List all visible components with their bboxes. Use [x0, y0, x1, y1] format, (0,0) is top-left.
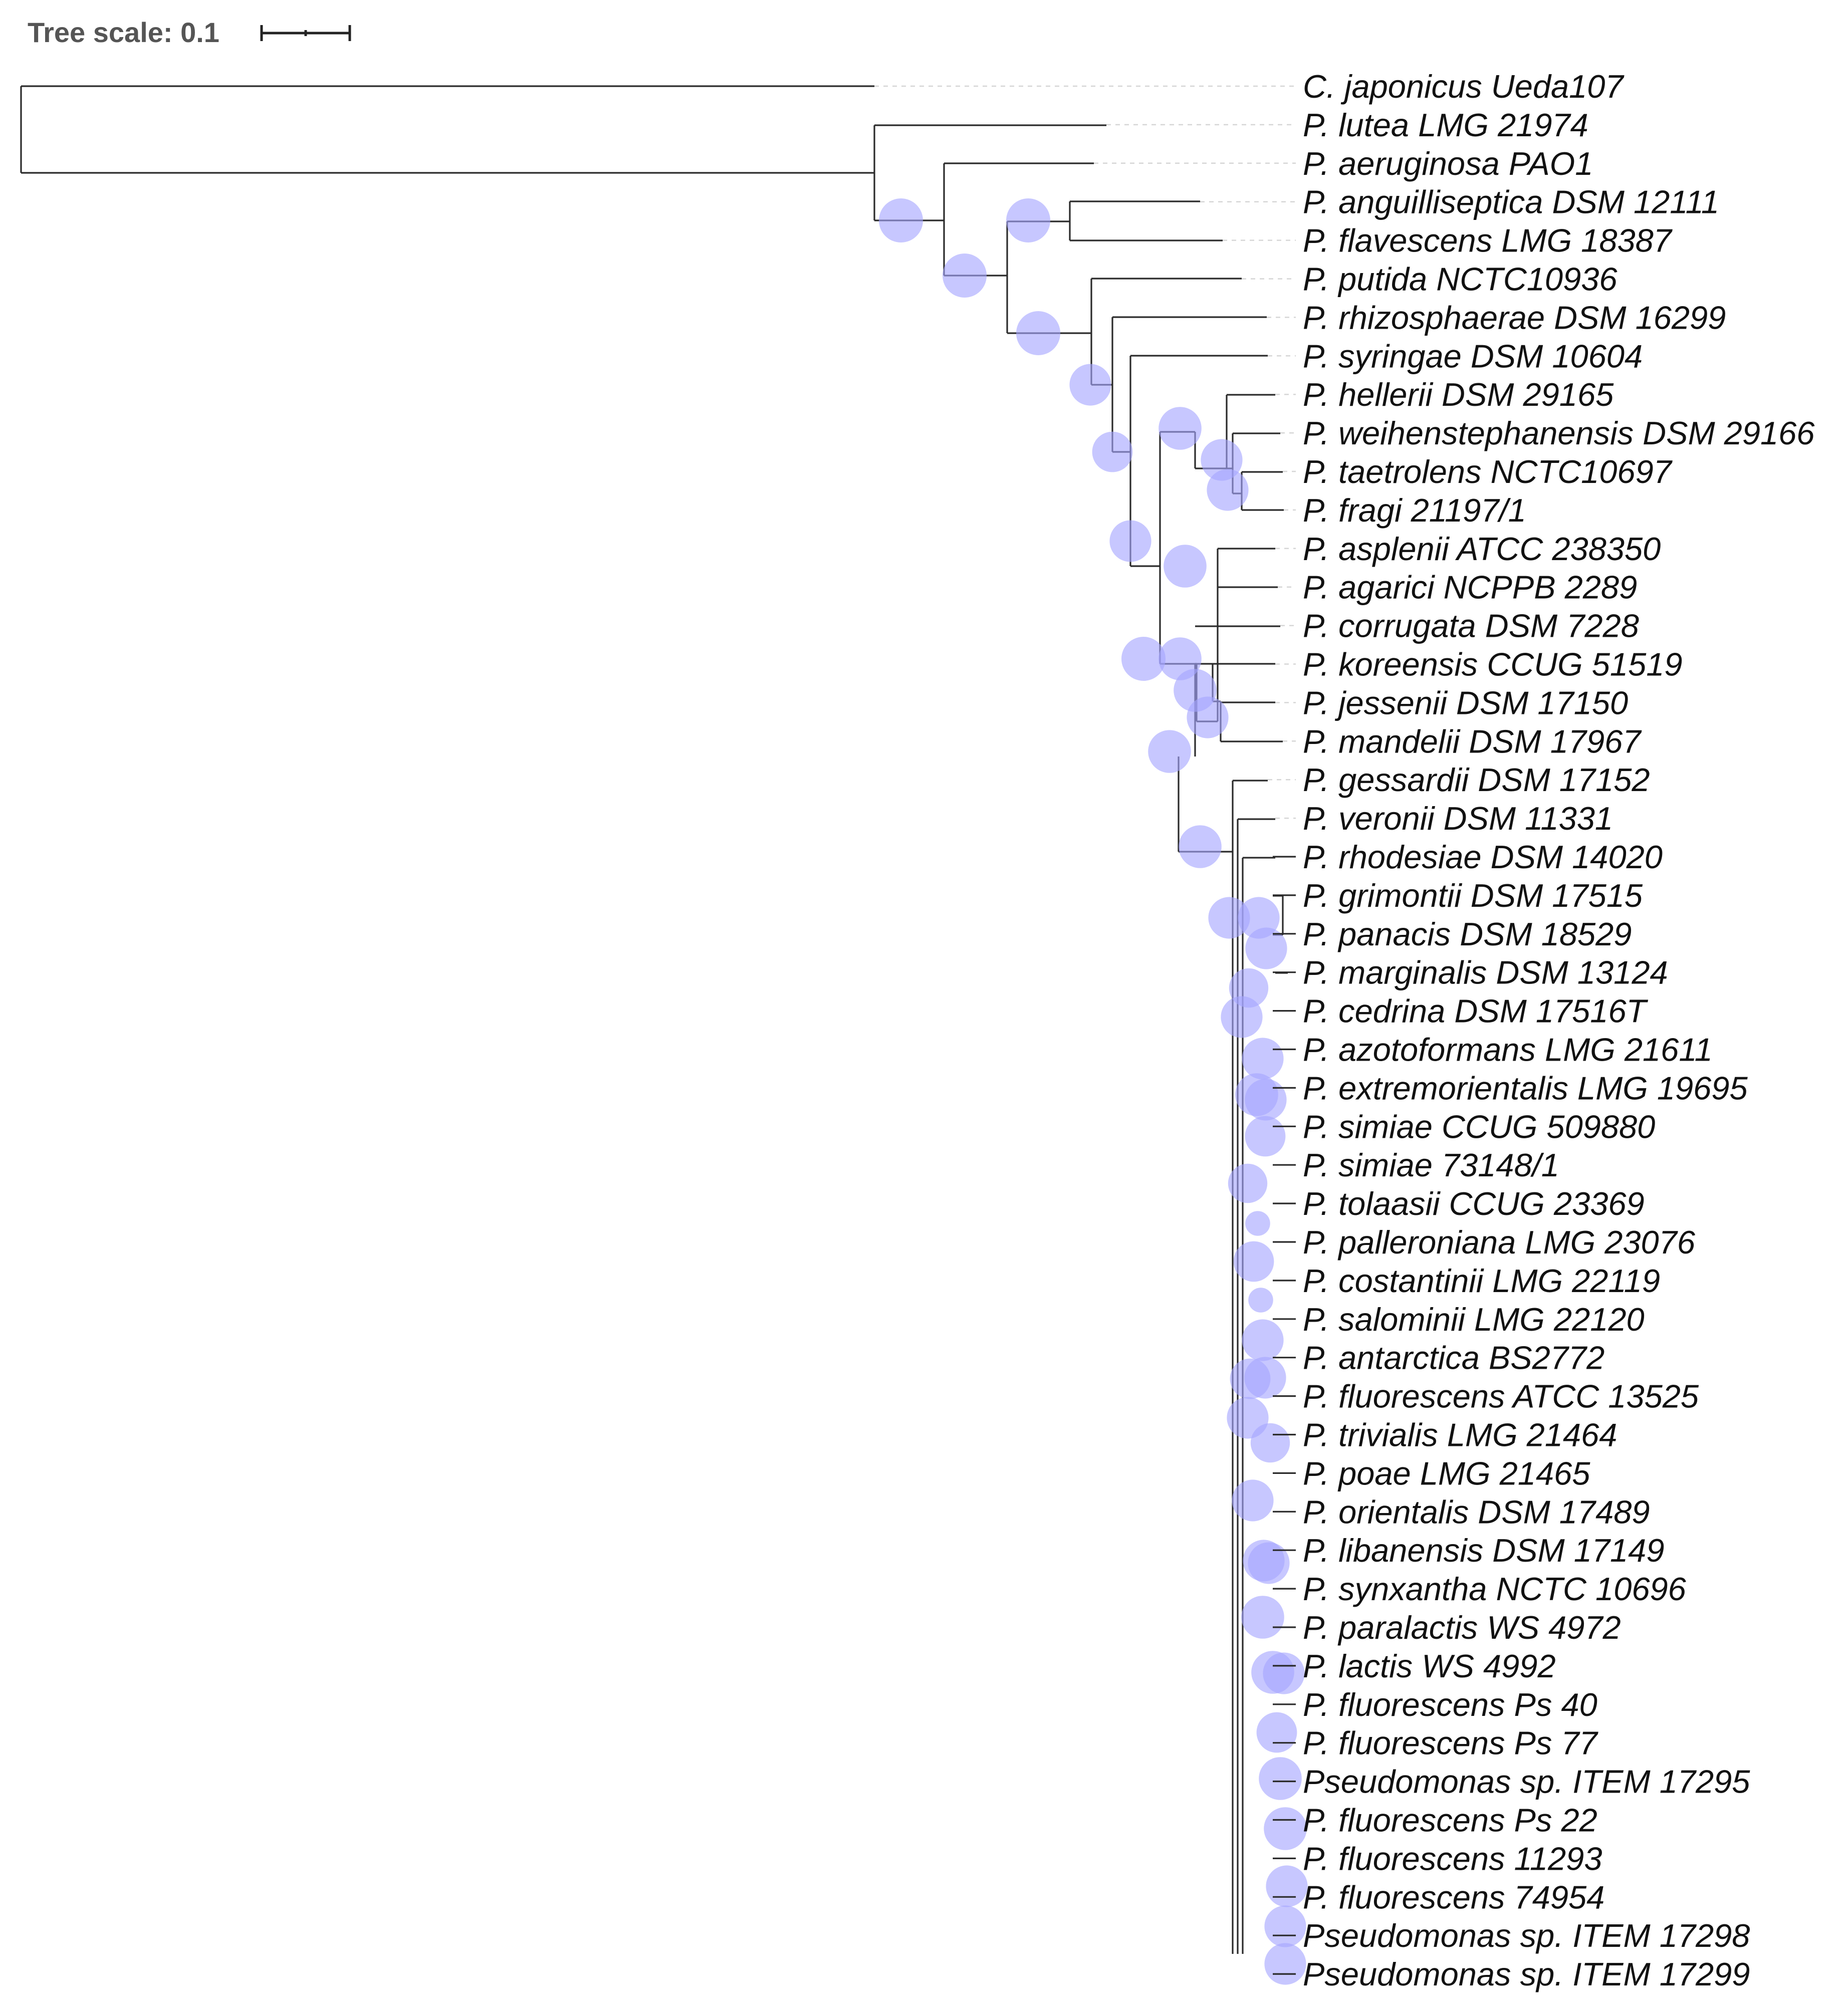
leaf-label: P. paralactis WS 4972: [1303, 1609, 1621, 1646]
bootstrap-marker: [1266, 1865, 1308, 1907]
leaf-label: P. gessardii DSM 17152: [1303, 762, 1650, 798]
leaf-label: P. taetrolens NCTC10697: [1303, 453, 1673, 490]
leaf-label: P. syringae DSM 10604: [1303, 338, 1643, 374]
bootstrap-marker: [943, 254, 987, 298]
leaf-label: P. fluorescens Ps 22: [1303, 1802, 1597, 1839]
leaf-label: P. koreensis CCUG 51519: [1303, 646, 1683, 683]
bootstrap-marker: [1245, 927, 1287, 969]
bootstrap-marker: [879, 198, 923, 242]
leaf-label: P. aeruginosa PAO1: [1303, 145, 1593, 182]
bootstrap-marker: [1207, 469, 1249, 511]
bootstrap-marker: [1121, 637, 1166, 681]
bootstrap-marker: [1092, 431, 1133, 472]
leaf-label: P. synxantha NCTC 10696: [1303, 1571, 1687, 1607]
leaf-label: P. flavescens LMG 18387: [1303, 222, 1673, 259]
leaf-label: P. azotoformans LMG 21611: [1303, 1032, 1713, 1068]
leaf-label: P. antarctica BS2772: [1303, 1340, 1604, 1376]
bootstrap-marker: [1148, 730, 1191, 773]
leaf-label: P. fluorescens Ps 77: [1303, 1725, 1599, 1762]
leaf-label: P. grimontii DSM 17515: [1303, 877, 1643, 914]
bootstrap-marker: [1245, 1116, 1286, 1157]
leaf-label: P. putida NCTC10936: [1303, 261, 1618, 298]
leaf-label: P. weihenstephanensis DSM 29166: [1303, 415, 1815, 451]
bootstrap-marker: [1263, 1652, 1305, 1694]
leaf-label: P. orientalis DSM 17489: [1303, 1493, 1650, 1530]
leaf-label: P. tolaasii CCUG 23369: [1303, 1185, 1645, 1222]
bootstrap-marker: [1006, 198, 1050, 242]
bootstrap-marker: [1208, 897, 1250, 939]
leaf-label: P. fluorescens 11293: [1303, 1840, 1602, 1877]
leaf-label: P. poae LMG 21465: [1303, 1455, 1590, 1491]
bootstrap-marker: [1069, 364, 1111, 406]
leaf-label: Pseudomonas sp. ITEM 17298: [1303, 1917, 1750, 1954]
leaf-label: P. lactis WS 4992: [1303, 1648, 1556, 1684]
leaf-label: P. panacis DSM 18529: [1303, 916, 1632, 952]
bootstrap-marker: [1159, 407, 1202, 450]
bootstrap-marker: [1242, 1038, 1284, 1080]
leaf-label: P. marginalis DSM 13124: [1303, 954, 1668, 991]
tree-scale-label: Tree scale: 0.1: [28, 17, 219, 48]
bootstrap-marker: [1187, 696, 1229, 738]
bootstrap-marker: [1232, 1479, 1274, 1522]
bootstrap-marker: [1179, 825, 1222, 868]
leaf-label: P. fluorescens ATCC 13525: [1303, 1378, 1699, 1415]
leaf-label: P. fluorescens 74954: [1303, 1879, 1604, 1915]
leaf-label: P. lutea LMG 21974: [1303, 107, 1588, 143]
leaf-label: P. corrugata DSM 7228: [1303, 608, 1639, 644]
bootstrap-marker: [1264, 1807, 1307, 1850]
leaf-label: C. japonicus Ueda107: [1303, 68, 1625, 105]
leaf-label: P. simiae CCUG 509880: [1303, 1108, 1655, 1145]
leaf-label: P. trivialis LMG 21464: [1303, 1417, 1617, 1453]
leaf-label: P. veronii DSM 11331: [1303, 800, 1613, 837]
leaf-label: P. hellerii DSM 29165: [1303, 376, 1614, 413]
bootstrap-marker: [1221, 996, 1263, 1038]
bootstrap-marker: [1230, 1358, 1271, 1399]
bootstrap-marker: [1228, 1163, 1268, 1203]
bootstrap-marker: [1233, 1241, 1274, 1282]
leaf-label: P. rhodesiae DSM 14020: [1303, 839, 1663, 875]
bootstrap-marker: [1245, 1079, 1287, 1121]
leaf-label: P. simiae 73148/1: [1303, 1147, 1559, 1183]
bootstrap-marker: [1242, 1319, 1284, 1361]
bootstrap-marker: [1241, 1596, 1284, 1639]
leaf-label: P. jessenii DSM 17150: [1303, 684, 1628, 721]
leaf-label: P. costantinii LMG 22119: [1303, 1263, 1660, 1299]
bootstrap-marker: [1164, 545, 1207, 588]
tree-scale-legend: Tree scale: 0.1: [28, 17, 351, 48]
bootstrap-marker: [1248, 1542, 1290, 1584]
leaf-label: Pseudomonas sp. ITEM 17299: [1303, 1956, 1750, 1992]
bootstrap-marker: [1016, 311, 1060, 355]
leaf-label: P. extremorientalis LMG 19695: [1303, 1070, 1748, 1106]
bootstrap-marker: [1264, 1905, 1306, 1947]
bootstrap-marker: [1248, 1288, 1273, 1313]
bootstrap-marker: [1109, 520, 1151, 562]
bootstrap-marker: [1264, 1943, 1306, 1985]
bootstrap-marker: [1250, 1423, 1290, 1463]
leaf-label: P. fluorescens Ps 40: [1303, 1686, 1597, 1723]
leaf-label: P. fragi 21197/1: [1303, 492, 1526, 529]
leaf-label: P. asplenii ATCC 238350: [1303, 531, 1661, 567]
leaf-label: P. anguilliseptica DSM 12111: [1303, 184, 1719, 220]
bootstrap-marker: [1259, 1757, 1302, 1800]
bootstrap-marker: [1245, 1211, 1270, 1236]
leaf-label: P. agarici NCPPB 2289: [1303, 569, 1637, 606]
bootstrap-marker: [1256, 1712, 1297, 1753]
leaf-label: P. cedrina DSM 17516T: [1303, 993, 1649, 1030]
leaf-label: P. libanensis DSM 17149: [1303, 1532, 1664, 1569]
leaf-label: P. salominii LMG 22120: [1303, 1301, 1645, 1338]
leaf-label: Pseudomonas sp. ITEM 17295: [1303, 1764, 1750, 1800]
leaf-label: P. mandelii DSM 17967: [1303, 723, 1642, 760]
leaf-label: P. rhizosphaerae DSM 16299: [1303, 299, 1726, 336]
leaf-label: P. palleroniana LMG 23076: [1303, 1224, 1696, 1261]
